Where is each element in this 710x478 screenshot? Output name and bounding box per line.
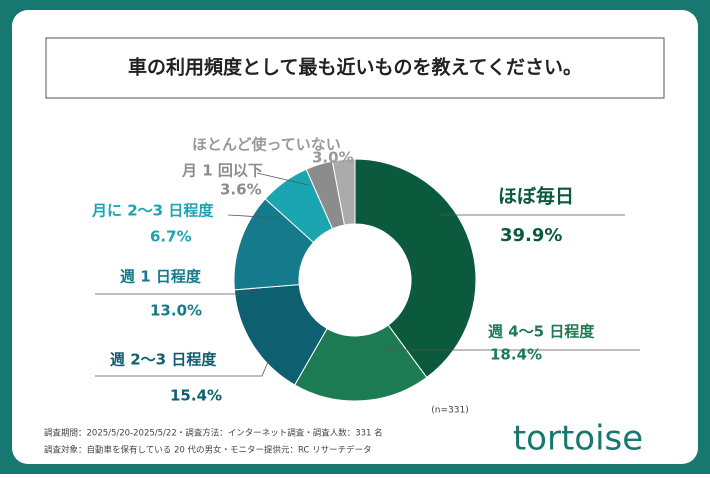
logo: tortoise	[513, 419, 643, 459]
value-label: 15.4%	[170, 387, 222, 405]
footnote: 調査対象：自動車を保有している 20 代の男女・モニター提供元：RC リサーチデ…	[44, 445, 372, 456]
category-label: 月に 2～3 日程度	[91, 202, 214, 220]
category-label: 月 1 回以下	[181, 162, 263, 180]
leader-line	[256, 172, 309, 186]
category-label: ほとんど使っていない	[192, 136, 341, 154]
slice	[354, 158, 477, 379]
panel	[12, 10, 698, 464]
value-label: 3.6%	[220, 181, 262, 199]
category-label: 週 2～3 日程度	[110, 351, 217, 369]
footnote: 調査期間：2025/5/20-2025/5/22・調査方法：インターネット調査・…	[44, 428, 383, 439]
chart-title: 車の利用頻度として最も近いものを教えてください。	[128, 56, 582, 79]
slice	[294, 324, 428, 402]
sample-note: (n=331)	[431, 406, 468, 416]
category-label: 週 1 日程度	[120, 268, 202, 286]
category-label: 週 4～5 日程度	[488, 323, 595, 341]
value-label: 13.0%	[150, 302, 202, 320]
value-label: 18.4%	[490, 346, 542, 364]
value-label: 3.0%	[312, 149, 354, 167]
leader-line	[227, 214, 281, 219]
slice	[331, 158, 356, 226]
value-label: 39.9%	[500, 225, 562, 246]
value-label: 6.7%	[150, 228, 192, 246]
leader-line	[95, 361, 269, 377]
category-label: ほぼ毎日	[498, 185, 574, 208]
title-box	[45, 37, 665, 99]
